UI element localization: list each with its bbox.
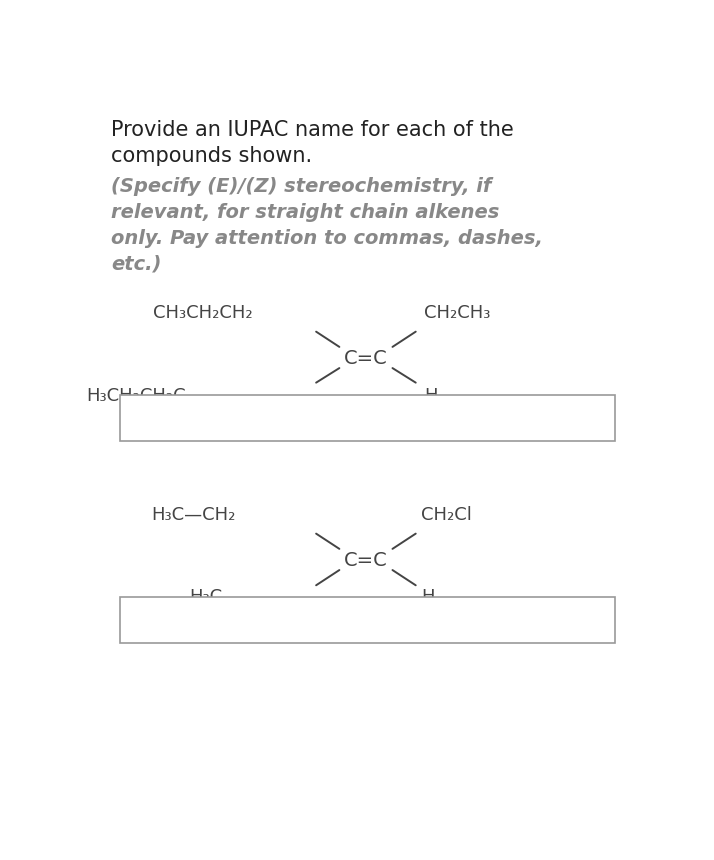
Text: C=C: C=C <box>344 550 388 569</box>
Text: CH₂CH₃: CH₂CH₃ <box>424 304 491 322</box>
Text: CH₃CH₂CH₂: CH₃CH₂CH₂ <box>153 304 253 322</box>
Text: H₃C—CH₂: H₃C—CH₂ <box>151 506 236 524</box>
Text: H₃CH₂CH₂C: H₃CH₂CH₂C <box>86 387 186 404</box>
FancyBboxPatch shape <box>120 597 615 643</box>
Text: H: H <box>424 387 438 404</box>
Text: H₃C: H₃C <box>189 588 222 606</box>
Text: (Specify (E)/(Z) stereochemistry, if
relevant, for straight chain alkenes
only. : (Specify (E)/(Z) stereochemistry, if rel… <box>111 177 543 273</box>
Text: H: H <box>421 588 435 606</box>
Text: CH₂Cl: CH₂Cl <box>421 506 472 524</box>
Text: C=C: C=C <box>344 348 388 367</box>
Text: Provide an IUPAC name for each of the
compounds shown.: Provide an IUPAC name for each of the co… <box>111 120 514 166</box>
FancyBboxPatch shape <box>120 395 615 441</box>
